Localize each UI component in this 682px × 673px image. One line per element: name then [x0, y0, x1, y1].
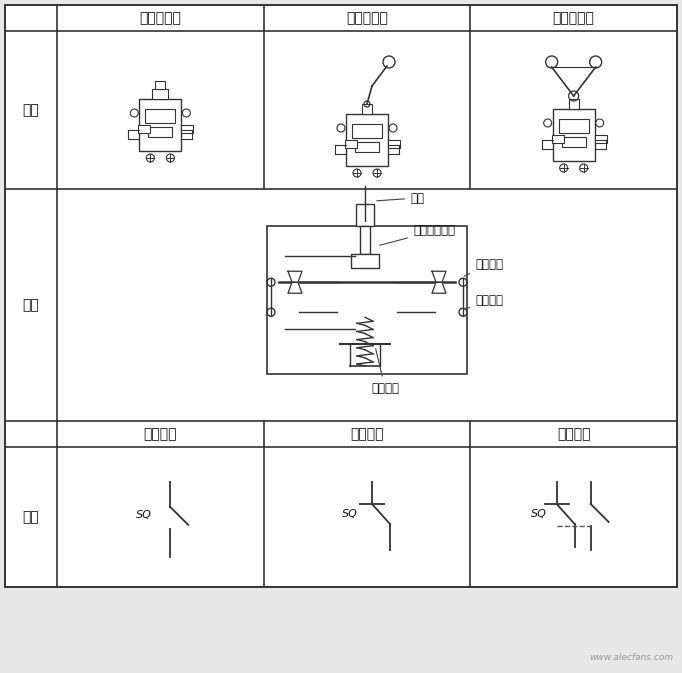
Bar [388, 140, 400, 148]
Bar [352, 124, 382, 138]
Bar [360, 226, 370, 254]
Text: 恢复弹簧: 恢复弹簧 [371, 349, 399, 394]
Bar [362, 104, 372, 114]
Text: www.alecfans.com: www.alecfans.com [589, 653, 673, 662]
Text: SQ: SQ [136, 510, 152, 520]
Text: 单轮旋转式: 单轮旋转式 [346, 11, 388, 25]
Text: 外形: 外形 [23, 103, 40, 117]
Bar [552, 135, 563, 143]
Text: 符号: 符号 [23, 510, 40, 524]
Text: 双轮旋转式: 双轮旋转式 [552, 11, 595, 25]
Text: 弯形片状弹簧: 弯形片状弹簧 [380, 225, 455, 245]
Bar [152, 89, 168, 99]
Bar [595, 135, 607, 143]
Bar [139, 99, 181, 151]
Polygon shape [288, 271, 302, 282]
Text: 常闭触点: 常闭触点 [351, 427, 384, 441]
Bar [345, 140, 357, 148]
Bar [267, 226, 467, 374]
Text: 常开触点: 常开触点 [144, 427, 177, 441]
Bar [559, 119, 589, 133]
Bar [356, 204, 374, 226]
Text: 推杆: 推杆 [376, 192, 424, 205]
Text: SQ: SQ [342, 509, 358, 519]
Text: 常闭触点: 常闭触点 [464, 293, 503, 310]
Bar [138, 125, 150, 133]
Bar [155, 81, 165, 89]
Text: 复合触点: 复合触点 [557, 427, 591, 441]
Bar [181, 125, 193, 133]
Bar [569, 99, 578, 109]
Polygon shape [288, 282, 302, 293]
Polygon shape [432, 271, 446, 282]
Bar [5, 5, 677, 587]
Bar [346, 114, 388, 166]
Bar [562, 137, 586, 147]
Text: SQ: SQ [531, 509, 546, 519]
Polygon shape [432, 282, 446, 293]
Bar [145, 109, 175, 123]
Bar [355, 142, 379, 152]
Text: 直　动　式: 直 动 式 [139, 11, 181, 25]
Bar [148, 127, 173, 137]
Text: 结构: 结构 [23, 298, 40, 312]
Bar [351, 254, 379, 268]
Text: 常开触点: 常开触点 [464, 258, 503, 276]
Bar [552, 109, 595, 161]
